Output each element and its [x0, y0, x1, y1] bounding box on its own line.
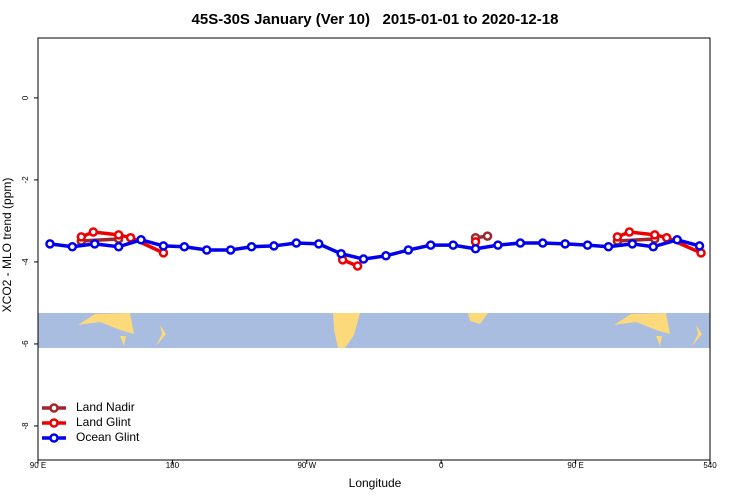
point — [624, 227, 635, 237]
point — [113, 241, 124, 252]
point — [45, 239, 55, 249]
point — [648, 241, 659, 252]
point — [470, 244, 481, 254]
point — [358, 254, 369, 264]
point — [313, 239, 324, 249]
y-tick-label: -4 — [21, 258, 30, 266]
x-tick-label: 180 — [166, 461, 180, 470]
point — [582, 240, 593, 250]
point — [672, 235, 682, 245]
legend-marker — [49, 433, 59, 443]
point — [603, 241, 614, 252]
point — [560, 239, 570, 249]
point — [88, 227, 99, 237]
point — [125, 232, 136, 243]
point — [425, 240, 436, 250]
map-strip — [38, 313, 710, 348]
y-tick-label: 0 — [21, 95, 30, 100]
point — [448, 240, 458, 250]
legend-marker — [49, 403, 59, 413]
point — [201, 245, 212, 255]
point — [89, 239, 100, 249]
y-tick-label: -2 — [21, 176, 30, 184]
point — [537, 238, 548, 248]
point — [403, 245, 414, 255]
point — [694, 241, 705, 251]
point — [179, 241, 190, 252]
legend-label: Land Glint — [76, 415, 131, 429]
point — [482, 231, 493, 241]
point — [381, 251, 391, 261]
point — [67, 241, 78, 252]
point — [336, 248, 346, 259]
chart-title: 45S-30S January (Ver 10) 2015-01-01 to 2… — [192, 11, 559, 28]
x-tick-label: 0 — [439, 461, 444, 470]
point — [158, 241, 169, 251]
point — [76, 232, 87, 242]
legend-marker — [49, 418, 59, 428]
point — [246, 241, 257, 252]
plot-frame — [37, 37, 711, 461]
point — [627, 239, 638, 249]
series-line — [81, 234, 655, 243]
point — [291, 238, 302, 248]
point — [269, 241, 279, 251]
point — [649, 230, 660, 240]
point — [612, 232, 623, 242]
legend-label: Land Nadir — [76, 400, 135, 414]
x-tick-label: 90 E — [30, 461, 46, 470]
y-tick-label: -8 — [21, 422, 30, 430]
point — [493, 240, 503, 250]
point — [113, 230, 124, 240]
y-tick-label: -6 — [21, 340, 30, 348]
point — [515, 238, 526, 248]
x-axis-label: Longitude — [349, 476, 402, 490]
legend-label: Ocean Glint — [76, 430, 140, 444]
x-tick-label: 540 — [703, 461, 717, 470]
point — [661, 232, 672, 243]
point — [225, 245, 236, 255]
point — [352, 261, 363, 271]
point — [136, 235, 146, 245]
series-line — [49, 237, 701, 261]
y-axis-label: XCO2 - MLO trend (ppm) — [0, 178, 14, 313]
x-tick-label: 90 W — [297, 461, 316, 470]
x-tick-label: 90 E — [567, 461, 583, 470]
